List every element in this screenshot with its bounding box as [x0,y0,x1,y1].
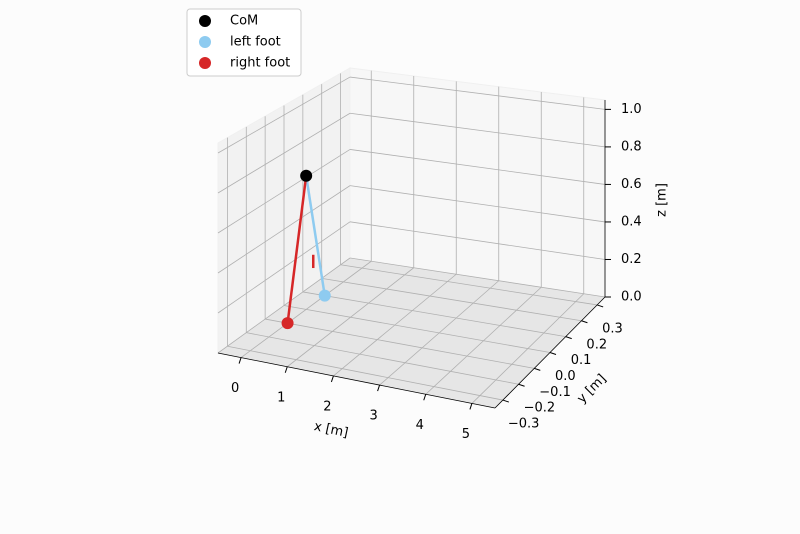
z-tick-label: 0.0 [621,290,642,305]
y-tick-label: 0.2 [586,337,607,352]
grid-line [217,112,351,194]
grid-line [349,185,606,223]
tick-mark [581,320,588,324]
tick-mark [377,384,381,392]
x-axis-label: x [m] [312,419,349,441]
grid-line [340,264,598,306]
grid [217,70,606,404]
point [300,169,313,182]
grid-line [217,185,351,274]
z-tick-label: 0.8 [621,139,642,154]
grid-line [227,345,503,401]
grid-line [349,149,606,185]
back-pane [349,67,606,298]
tick-mark [469,403,473,410]
tick-mark [502,399,510,403]
x-tick-label: 4 [416,418,424,433]
legend: CoM left foot right foot [186,8,302,77]
y-tick-label: −0.2 [524,401,556,416]
grid-line [265,318,535,369]
x-tick-label: 5 [462,427,470,442]
y-tick-label: 0.1 [571,353,592,368]
grid-line [349,221,606,260]
grid-line [217,76,351,154]
grid-line [321,277,582,322]
grid-line [349,112,606,148]
x-tick-label: 0 [231,381,239,396]
z-axis-label: z [m] [655,183,670,217]
axis-line [494,296,606,409]
leg-line [304,175,326,296]
grid-line [217,149,351,234]
legend-label: left foot [230,35,281,50]
legend-marker [199,15,211,27]
tick-mark [423,394,427,401]
leg-line [286,175,308,324]
axis-line [217,352,496,409]
labels: 012345−0.3−0.2−0.10.00.10.20.30.00.20.40… [217,100,642,442]
tick-mark [518,383,525,387]
tick-mark [549,352,557,355]
legend-label: right foot [230,56,290,71]
z-tick-label: 1.0 [621,102,642,117]
tick-mark [330,375,334,383]
y-axis-label: y [m] [574,371,609,406]
y-tick-label: −0.3 [508,417,540,432]
grid-line [217,257,351,354]
tick-mark [284,366,288,373]
grid-line [217,221,351,314]
point [318,289,331,302]
grid-line [283,305,551,353]
tick-mark [565,336,572,340]
tick-mark [596,304,604,308]
legend-marker [199,36,211,48]
tick-mark [238,357,242,364]
z-tick-label: 0.6 [621,177,642,192]
z-tick-label: 0.2 [621,252,642,267]
y-tick-label: 0.3 [602,321,623,336]
x-tick-label: 3 [369,409,377,424]
legend-label: CoM [230,14,258,29]
point [281,317,294,330]
z-tick-label: 0.4 [621,214,642,229]
tick-mark [534,367,541,371]
grid-line [349,257,606,298]
marks [281,169,331,330]
y-tick-label: −0.1 [539,385,571,400]
grid-line [302,291,566,338]
legend-frame [186,8,302,77]
x-tick-label: 2 [323,399,331,414]
grid-line [349,76,606,110]
y-tick-label: 0.0 [555,369,576,384]
legend-marker [199,57,211,69]
x-tick-label: 1 [277,390,285,405]
grid-line [246,332,519,385]
